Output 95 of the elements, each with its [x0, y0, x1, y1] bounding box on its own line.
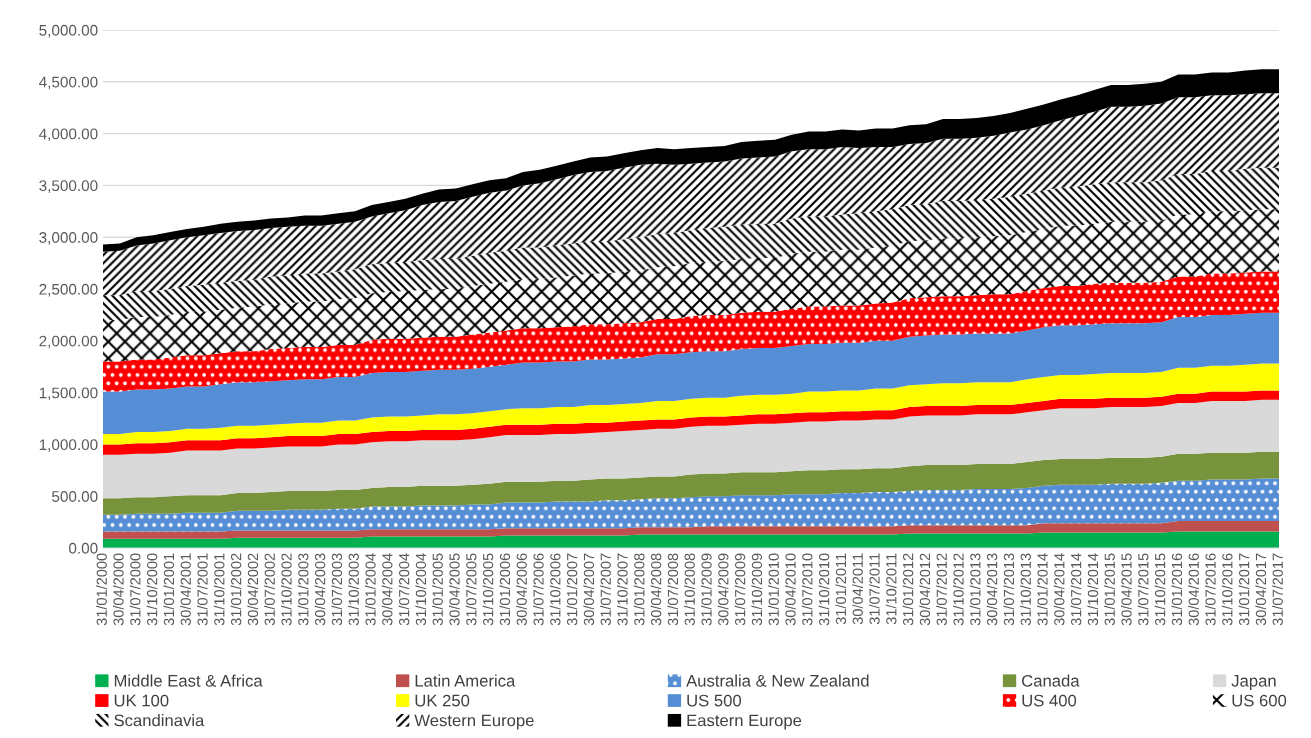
x-tick-label: 31/07/2013 [1003, 553, 1015, 626]
x-tick-label: 31/07/2000 [129, 553, 141, 626]
legend-label: UK 100 [114, 694, 169, 707]
x-tick-label: 31/07/2005 [465, 553, 477, 626]
x-tick-label: 31/07/2011 [869, 553, 880, 625]
y-tick-label: 1,000.00 [39, 439, 98, 452]
x-tick-label: 31/01/2002 [230, 553, 242, 626]
x-tick-label: 30/04/2015 [1121, 553, 1132, 626]
x-tick-label: 31/10/2001 [213, 553, 225, 626]
x-tick-label: 30/04/2011 [852, 553, 863, 625]
x-tick-label: 31/01/2005 [432, 553, 443, 626]
y-tick-label: 3,000.00 [39, 232, 98, 245]
x-tick-label: 31/10/2002 [281, 553, 292, 626]
x-tick-label: 30/04/2006 [516, 553, 527, 626]
legend-label: Eastern Europe [687, 714, 802, 730]
x-tick-label: 31/01/2004 [365, 553, 376, 626]
x-tick-label: 30/04/2008 [650, 553, 662, 626]
x-tick-label: 31/10/2007 [617, 553, 628, 626]
x-tick-label: 30/04/2003 [314, 553, 326, 626]
x-tick-label: 31/01/2001 [163, 553, 175, 626]
x-tick-label: 31/07/2014 [1070, 553, 1082, 626]
x-tick-label: 31/07/2012 [936, 553, 947, 626]
x-tick-label: 31/07/2002 [264, 553, 275, 626]
y-tick-label: 3,500.00 [39, 180, 98, 193]
x-tick-label: 30/04/2000 [113, 553, 124, 626]
legend-label: Australia & New Zealand [686, 674, 869, 687]
x-tick-label: 31/01/2011 [835, 553, 847, 625]
y-tick-label: 4,500.00 [39, 76, 98, 90]
x-tick-label: 31/01/2012 [902, 553, 914, 626]
x-tick-label: 31/07/2003 [331, 553, 343, 626]
x-tick-label: 31/01/2006 [499, 553, 511, 626]
x-tick-label: 31/07/2007 [600, 553, 611, 626]
legend-label: Middle East & Africa [114, 674, 263, 687]
y-tick-label: 2,500.00 [39, 283, 98, 297]
x-tick-label: 31/01/2015 [1104, 553, 1115, 626]
y-tick-label: 2,000.00 [39, 335, 98, 349]
x-tick-label: 31/10/2012 [953, 553, 964, 626]
x-tick-label: 31/10/2015 [1154, 553, 1166, 626]
y-tick-label: 4,000.00 [39, 128, 98, 142]
y-tick-label: 0.00 [69, 542, 98, 554]
x-tick-label: 31/07/2006 [533, 553, 544, 626]
x-tick-label: 31/01/2008 [633, 553, 645, 626]
x-tick-label: 31/10/2003 [348, 553, 359, 626]
legend-label: Latin America [415, 674, 516, 687]
x-tick-label: 31/01/2009 [701, 553, 712, 626]
x-tick-label: 31/01/2013 [969, 553, 981, 626]
x-tick-label: 30/04/2001 [180, 553, 191, 626]
x-tick-label: 31/01/2003 [297, 553, 309, 626]
x-tick-label: 31/10/2009 [751, 553, 763, 626]
x-tick-label: 31/07/2015 [1137, 553, 1149, 626]
x-tick-label: 31/10/2005 [482, 553, 494, 626]
x-tick-label: 31/07/2008 [667, 553, 679, 626]
x-tick-label: 30/04/2014 [1053, 553, 1065, 626]
x-tick-label: 31/01/2016 [1171, 553, 1183, 626]
x-tick-label: 30/04/2002 [247, 553, 259, 626]
x-tick-label: 31/01/2000 [96, 553, 107, 626]
x-tick-label: 30/04/2004 [381, 553, 393, 626]
x-tick-label: 31/07/2017 [1272, 553, 1283, 626]
x-tick-label: 30/04/2005 [449, 553, 460, 626]
legend-label: US 600 [1232, 694, 1287, 707]
x-tick-label: 31/01/2007 [566, 553, 578, 626]
y-tick-label: 1,500.00 [39, 387, 98, 401]
x-tick-label: 31/07/2010 [801, 553, 813, 626]
legend-label: Scandinavia [114, 714, 205, 727]
x-tick-label: 31/10/2000 [146, 553, 158, 626]
x-tick-label: 31/01/2017 [1238, 553, 1250, 626]
x-tick-label: 31/10/2006 [549, 553, 561, 626]
legend-label: Western Europe [414, 714, 534, 730]
x-tick-label: 30/04/2010 [785, 553, 796, 626]
x-tick-label: 30/04/2012 [919, 553, 931, 626]
x-tick-label: 30/04/2013 [986, 553, 998, 626]
x-tick-label: 31/10/2016 [1221, 553, 1233, 626]
x-tick-label: 31/10/2013 [1020, 553, 1031, 626]
x-tick-label: 30/04/2017 [1255, 553, 1267, 626]
x-tick-label: 31/07/2001 [197, 553, 208, 626]
legend-label: US 400 [1022, 694, 1077, 707]
x-tick-label: 30/04/2007 [583, 553, 595, 626]
x-tick-label: 31/07/2004 [398, 553, 410, 626]
x-tick-label: 30/04/2009 [717, 553, 729, 626]
x-tick-label: 30/04/2016 [1188, 553, 1199, 626]
legend-label: Canada [1022, 674, 1080, 687]
y-tick-label: 5,000.00 [39, 24, 98, 38]
x-tick-label: 31/10/2004 [415, 553, 427, 626]
y-tick-label: 500.00 [52, 491, 98, 502]
x-tick-label: 31/10/2008 [684, 553, 695, 626]
x-tick-label: 31/07/2016 [1205, 553, 1216, 626]
x-tick-label: 31/01/2014 [1037, 553, 1048, 626]
legend-label: UK 250 [415, 694, 470, 707]
x-tick-label: 31/10/2011 [885, 553, 897, 625]
legend-label: US 500 [687, 694, 742, 707]
x-tick-label: 31/01/2010 [768, 553, 779, 626]
x-tick-label: 31/10/2010 [818, 553, 830, 626]
x-tick-label: 31/10/2014 [1087, 553, 1099, 626]
legend-label: Japan [1231, 675, 1276, 690]
x-tick-label: 31/07/2009 [734, 553, 746, 626]
